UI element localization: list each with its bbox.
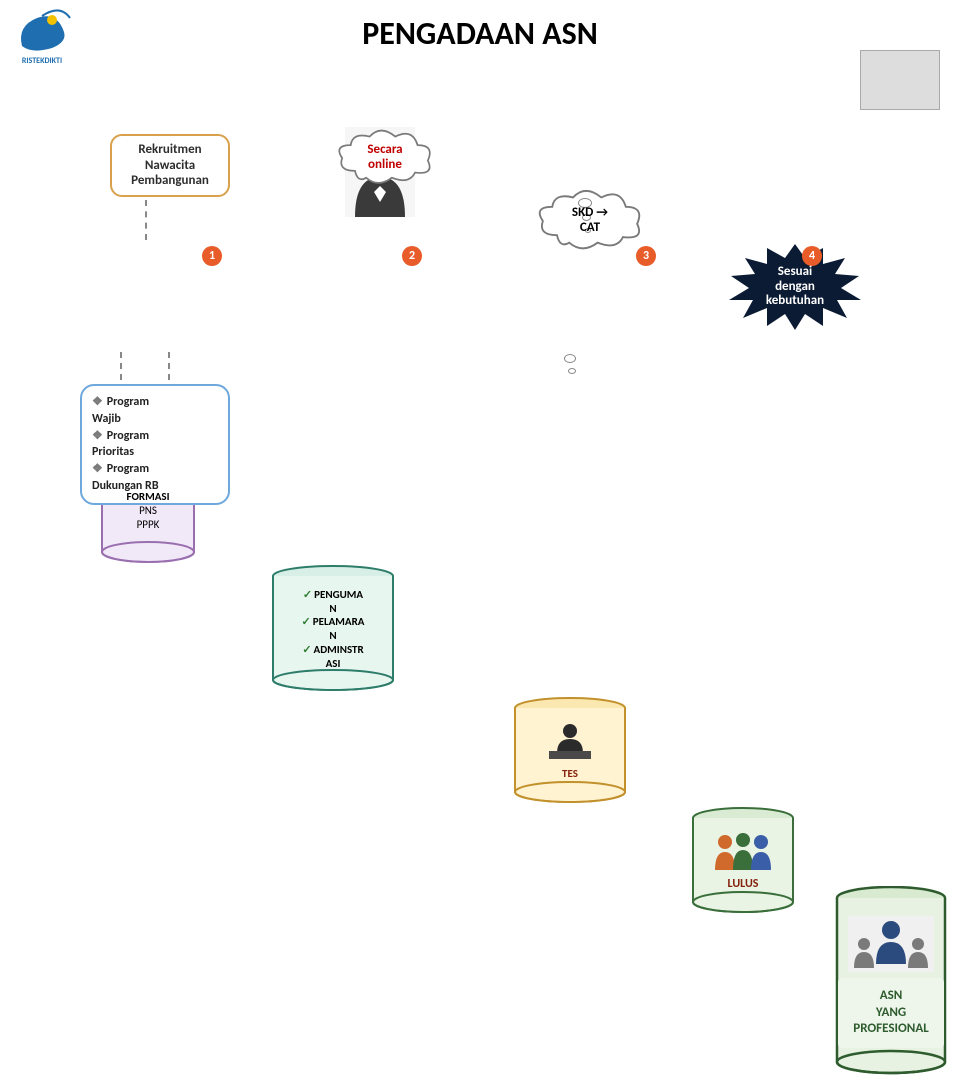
programs-box: ❖ProgramWajib ❖ProgramPrioritas ❖Program… bbox=[80, 384, 230, 505]
logo-caption: RISTEKDIKTI bbox=[12, 56, 72, 66]
bubble-icon bbox=[564, 354, 576, 363]
connector bbox=[120, 352, 122, 380]
connector bbox=[168, 352, 170, 380]
output-cylinder: ASNYANGPROFESIONAL bbox=[832, 886, 950, 1076]
ristekdikti-logo-icon bbox=[12, 6, 72, 56]
step-badge-3: 3 bbox=[636, 246, 656, 266]
team-icon bbox=[846, 914, 936, 974]
group-people-icon bbox=[711, 830, 775, 874]
sesuai-label: Sesuaidengankebutuhan bbox=[766, 265, 824, 310]
step-badge-1: 1 bbox=[202, 246, 222, 266]
announce-cylinder: ✓PENGUMAN ✓PELAMARAN ✓ADMINSTRASI bbox=[268, 564, 398, 694]
hero-photo bbox=[860, 50, 940, 110]
formasi-text: FORMASI PNS PPPK bbox=[120, 490, 175, 531]
step-badge-4: 4 bbox=[802, 246, 822, 266]
online-cloud: Secaraonline bbox=[330, 128, 440, 188]
connector bbox=[145, 200, 147, 240]
skd-label: SKD →CAT bbox=[572, 206, 608, 236]
logo-block: RISTEKDIKTI bbox=[12, 6, 72, 66]
page-title: PENGADAAN ASN bbox=[0, 14, 960, 53]
bubble-icon bbox=[568, 368, 576, 374]
step-badge-2: 2 bbox=[402, 246, 422, 266]
output-label: ASNYANGPROFESIONAL bbox=[838, 978, 944, 1049]
lulus-cylinder: LULUS bbox=[688, 806, 798, 916]
skd-cloud: SKD →CAT bbox=[530, 188, 650, 254]
announce-text: ✓PENGUMAN ✓PELAMARAN ✓ADMINSTRASI bbox=[296, 588, 371, 671]
lulus-content: LULUS bbox=[705, 830, 781, 893]
output-content: ASNYANGPROFESIONAL bbox=[832, 914, 950, 1049]
rekruitmen-box: RekruitmenNawacitaPembangunan bbox=[110, 134, 230, 197]
online-label: Secaraonline bbox=[367, 143, 402, 173]
sesuai-starburst: Sesuaidengankebutuhan bbox=[725, 242, 865, 332]
tes-cylinder: TES bbox=[510, 696, 630, 806]
person-desk-icon bbox=[545, 721, 595, 763]
tes-content: TES bbox=[539, 721, 601, 781]
